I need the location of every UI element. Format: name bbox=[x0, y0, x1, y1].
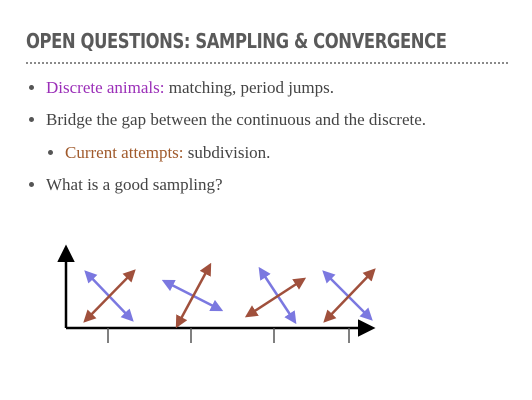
red-double-arrow bbox=[323, 268, 376, 323]
red-double-arrow bbox=[175, 262, 212, 329]
bullet-bridge-gap: Bridge the gap between the continuous an… bbox=[29, 109, 426, 131]
bullet-dot bbox=[48, 149, 53, 155]
bullet-text: matching, period jumps. bbox=[164, 78, 335, 97]
red-double-arrow bbox=[83, 269, 136, 323]
bullet-highlight: Discrete animals: bbox=[46, 78, 165, 97]
bullet-dot bbox=[29, 116, 34, 122]
bullet-discrete-animals: Discrete animals: matching, period jumps… bbox=[29, 77, 334, 99]
bullet-dot bbox=[29, 181, 34, 187]
bullet-good-sampling: What is a good sampling? bbox=[29, 174, 223, 196]
bullet-text: subdivision. bbox=[183, 143, 271, 162]
slide-title: OPEN QUESTIONS: SAMPLING & CONVERGENCE bbox=[26, 29, 447, 53]
bullet-dot bbox=[29, 84, 34, 90]
bullet-text: What is a good sampling? bbox=[46, 175, 223, 194]
red-double-arrow bbox=[244, 277, 307, 318]
bullet-highlight: Current attempts: bbox=[65, 143, 184, 162]
bullet-current-attempts: Current attempts: subdivision. bbox=[48, 142, 270, 164]
title-divider bbox=[26, 62, 508, 64]
bullet-text: Bridge the gap between the continuous an… bbox=[46, 110, 427, 129]
